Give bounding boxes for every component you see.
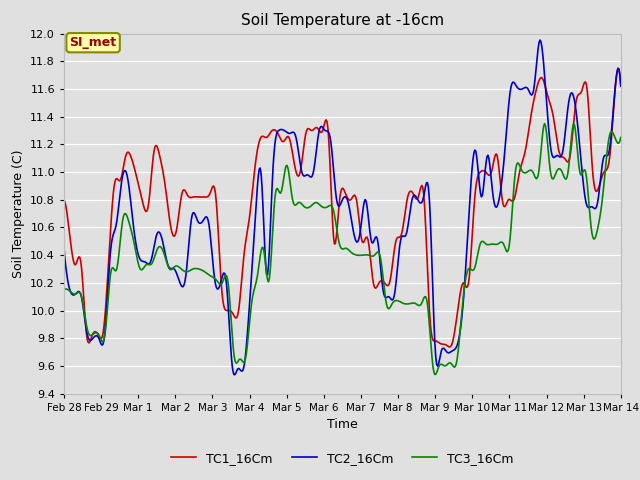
TC1_16Cm xyxy=(432,338,440,344)
TC1_16Cm xyxy=(159,167,166,172)
Line: TC3_16Cm: TC3_16Cm xyxy=(64,124,621,374)
TC2_16Cm xyxy=(480,178,488,184)
TC1_16Cm xyxy=(60,197,68,203)
TC2_16Cm xyxy=(389,297,397,302)
TC3_16Cm xyxy=(480,240,488,245)
TC1_16Cm xyxy=(388,264,396,270)
Legend: TC1_16Cm, TC2_16Cm, TC3_16Cm: TC1_16Cm, TC2_16Cm, TC3_16Cm xyxy=(166,447,518,469)
TC1_16Cm xyxy=(446,344,454,350)
Line: TC2_16Cm: TC2_16Cm xyxy=(64,40,621,375)
X-axis label: Time: Time xyxy=(327,418,358,431)
TC3_16Cm xyxy=(431,372,439,377)
TC2_16Cm xyxy=(204,215,211,220)
Title: Soil Temperature at -16cm: Soil Temperature at -16cm xyxy=(241,13,444,28)
TC2_16Cm xyxy=(230,372,238,378)
TC3_16Cm xyxy=(541,121,548,127)
Y-axis label: Soil Temperature (C): Soil Temperature (C) xyxy=(12,149,25,278)
Line: TC1_16Cm: TC1_16Cm xyxy=(64,68,621,347)
TC2_16Cm xyxy=(313,144,321,149)
TC2_16Cm xyxy=(433,362,440,368)
TC3_16Cm xyxy=(388,301,396,307)
TC2_16Cm xyxy=(617,84,625,89)
TC2_16Cm xyxy=(536,37,544,43)
Text: SI_met: SI_met xyxy=(70,36,116,49)
TC1_16Cm xyxy=(614,65,622,71)
TC3_16Cm xyxy=(204,271,211,276)
TC3_16Cm xyxy=(617,134,625,140)
TC1_16Cm xyxy=(312,125,320,131)
TC2_16Cm xyxy=(159,238,166,244)
TC3_16Cm xyxy=(312,200,320,205)
TC1_16Cm xyxy=(204,194,211,200)
TC3_16Cm xyxy=(60,287,68,293)
TC1_16Cm xyxy=(480,168,488,174)
TC1_16Cm xyxy=(617,84,625,89)
TC3_16Cm xyxy=(433,370,440,375)
TC2_16Cm xyxy=(60,245,68,251)
TC3_16Cm xyxy=(159,247,166,252)
